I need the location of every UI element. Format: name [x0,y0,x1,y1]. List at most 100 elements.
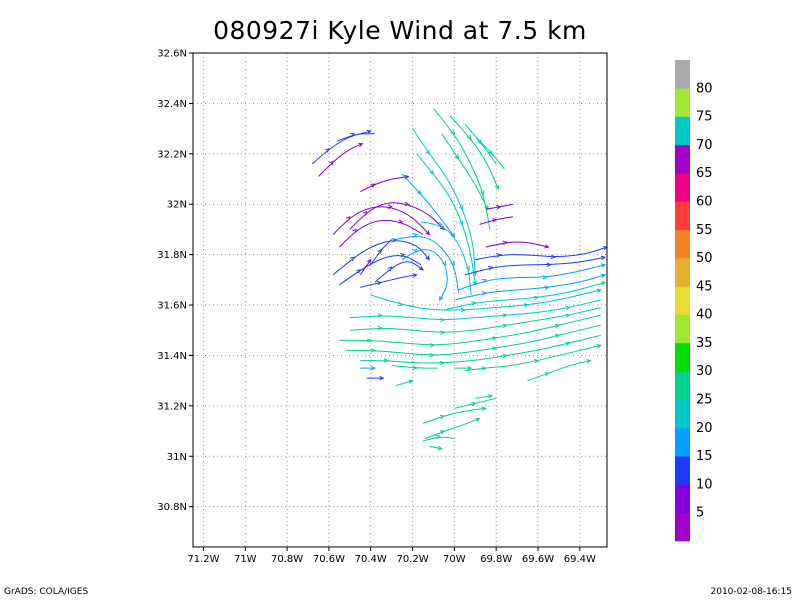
streamline [422,407,486,424]
streamline [311,130,371,165]
colorbar-label: 70 [696,138,713,153]
streamline-arrow [467,365,473,371]
colorbar-label: 55 [696,223,713,238]
streamline [339,314,601,346]
streamline-arrow [542,275,548,280]
streamline-arrow [471,301,477,306]
streamline [360,334,601,364]
x-tick-label: 71W [234,554,257,565]
colorbar-swatch [675,229,690,259]
timestamp: 2010-02-08-16:15 [710,587,793,597]
streamline [339,255,422,286]
streamline [475,395,493,399]
streamline-arrow [425,255,431,261]
colorbar-label: 40 [696,308,713,323]
streamline-arrow [352,228,357,234]
streamline [458,264,606,291]
map-title: 080927i Kyle Wind at 7.5 km [213,16,587,45]
streamline-arrow [412,365,418,370]
colorbar-label: 25 [696,393,713,408]
speed-colorbar: 5 10 15 20 25 30 35 40 45 50 55 60 65 70 75 80 [675,60,713,542]
colorbar-label: 15 [696,449,713,464]
y-tick-label: 31.8N [157,250,187,261]
streamline-arrow [481,279,487,284]
streamline-arrow [488,394,494,399]
x-tick-label: 69.6W [522,554,554,565]
streamline-arrow [437,221,443,227]
y-tick-label: 32N [167,200,187,211]
streamline-arrow [467,134,472,140]
streamline-arrow [450,232,456,238]
streamline-arrow [602,246,607,251]
streamline [395,236,459,293]
streamline-arrow [377,248,382,254]
streamline [527,360,591,382]
streamline [412,128,476,275]
streamline [429,445,442,450]
colorbar-label: 20 [696,421,713,436]
streamline-arrow [439,295,444,301]
streamline-arrow [440,225,445,231]
colorbar-label: 10 [696,477,713,492]
streamline-arrow [481,366,487,371]
colorbar-swatch [675,258,690,287]
streamline-arrow [481,406,487,411]
colorbar-label: 65 [696,166,713,181]
streamline-arrow [465,265,470,271]
streamline-arrow [429,342,435,348]
streamline [349,307,601,333]
streamline-arrow [471,402,477,407]
streamline-arrow [459,220,464,226]
streamline-arrow [565,305,571,311]
streamline [360,274,417,288]
grads-credit: GrADS: COLA/IGES [4,587,89,597]
streamline-arrow [425,230,431,236]
x-tick-label: 70W [443,554,466,565]
streamline [424,418,480,440]
colorbar-swatch [675,88,690,117]
colorbar-swatch [675,456,690,485]
x-tick-label: 70.4W [355,554,387,565]
streamline-arrow [502,353,508,359]
streamline-arrow [544,244,550,249]
streamline-arrow [349,256,355,262]
streamline-arrow [450,129,456,135]
streamline [370,289,601,311]
y-axis: 30.8N 31N 31.2N 31.4N 31.6N 31.8N 32N 32.2N 32.4… [157,49,193,513]
streamline-arrow [437,445,443,451]
colorbar-label: 35 [696,336,713,351]
streamline-arrow [358,143,364,148]
streamline-arrow [554,323,561,329]
x-tick-label: 71.2W [187,554,219,565]
streamline-arrow [398,219,404,224]
streamline-arrow [488,149,493,155]
streamline-arrow [600,255,607,260]
streamline-arrow [440,330,446,335]
streamline [464,256,605,276]
y-tick-label: 31.4N [157,351,187,362]
streamline-arrow [383,358,389,363]
streamline-arrow [324,148,330,153]
streamline [401,173,455,238]
streamline-arrow [488,266,494,271]
streamline-arrow [370,183,376,188]
streamline-arrow [412,233,418,238]
streamline-arrow [600,281,607,286]
streamline-arrow [460,307,466,313]
streamline [441,133,489,210]
streamline-arrow [586,359,592,364]
streamline [374,261,424,283]
streamline-arrow [439,430,445,435]
streamline [318,143,363,177]
colorbar-swatch [675,427,690,457]
y-tick-label: 32.4N [157,99,187,110]
plot-frame [192,52,608,548]
streamline-arrow [377,313,383,318]
streamline-arrow [371,365,377,371]
streamline-arrow [387,204,393,209]
colorbar-swatch [675,144,690,174]
colorbar-swatch [675,484,690,513]
streamline-arrow [412,273,418,278]
colorbar-swatch [675,201,690,231]
